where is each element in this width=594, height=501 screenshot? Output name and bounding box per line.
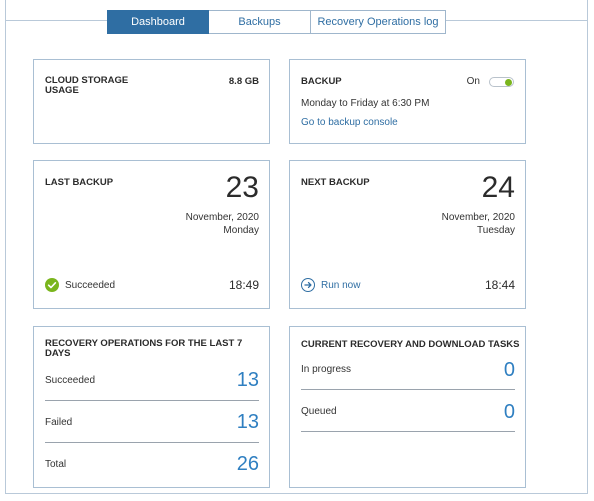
dashboard-frame [5, 0, 588, 494]
row-divider [301, 389, 515, 390]
recovery-operations-card: RECOVERY OPERATIONS FOR THE LAST 7 DAYS … [33, 326, 270, 488]
recovery-failed-count: 13 [236, 411, 259, 433]
row-divider [301, 431, 515, 432]
next-backup-day: 24 [481, 171, 515, 204]
tab-bar: Dashboard Backups Recovery Operations lo… [107, 10, 446, 34]
row-divider [45, 400, 259, 401]
recovery-total-count: 26 [236, 453, 259, 475]
current-tasks-title: CURRENT RECOVERY AND DOWNLOAD TASKS [301, 339, 520, 350]
current-tasks-card: CURRENT RECOVERY AND DOWNLOAD TASKS In p… [289, 326, 526, 488]
recovery-total-label: Total [45, 459, 67, 470]
row-divider [45, 442, 259, 443]
last-backup-weekday: Monday [223, 225, 259, 236]
last-backup-title: LAST BACKUP [45, 177, 114, 188]
toggle-knob [505, 79, 512, 86]
backup-card: BACKUP On Monday to Friday at 6:30 PM Go… [289, 59, 526, 144]
next-backup-title: NEXT BACKUP [301, 177, 370, 188]
cloud-storage-card: CLOUD STORAGE USAGE 8.8 GB [33, 59, 270, 144]
last-backup-month-year: November, 2020 [185, 212, 259, 223]
backup-toggle[interactable] [489, 77, 514, 87]
recovery-operations-title: RECOVERY OPERATIONS FOR THE LAST 7 DAYS [45, 338, 243, 359]
cloud-storage-value: 8.8 GB [228, 76, 259, 87]
backup-title: BACKUP [301, 76, 342, 87]
tab-dashboard[interactable]: Dashboard [107, 10, 209, 34]
last-backup-time: 18:49 [228, 278, 259, 292]
in-progress-label: In progress [301, 364, 352, 375]
next-backup-weekday: Tuesday [477, 225, 515, 236]
next-backup-time: 18:44 [484, 278, 515, 292]
last-backup-status: Succeeded [65, 280, 116, 291]
backup-schedule: Monday to Friday at 6:30 PM [301, 98, 430, 109]
last-backup-day: 23 [225, 171, 259, 204]
tab-backups[interactable]: Backups [209, 10, 311, 34]
next-backup-month-year: November, 2020 [441, 212, 515, 223]
success-check-icon [45, 278, 59, 292]
next-backup-card: NEXT BACKUP 24 November, 2020 Tuesday Ru… [289, 160, 526, 309]
cloud-storage-title: CLOUD STORAGE USAGE [45, 75, 129, 96]
queued-count: 0 [503, 401, 515, 423]
tab-recovery-operations-log[interactable]: Recovery Operations log [311, 10, 446, 34]
recovery-succeeded-count: 13 [236, 369, 259, 391]
backup-toggle-label: On [466, 76, 480, 87]
run-now-link[interactable]: Run now [321, 280, 361, 291]
recovery-succeeded-label: Succeeded [45, 375, 96, 386]
last-backup-card: LAST BACKUP 23 November, 2020 Monday Suc… [33, 160, 270, 309]
in-progress-count: 0 [503, 359, 515, 381]
recovery-failed-label: Failed [45, 417, 73, 428]
run-now-arrow-icon[interactable] [301, 278, 315, 292]
go-to-backup-console-link[interactable]: Go to backup console [301, 117, 398, 128]
queued-label: Queued [301, 406, 337, 417]
